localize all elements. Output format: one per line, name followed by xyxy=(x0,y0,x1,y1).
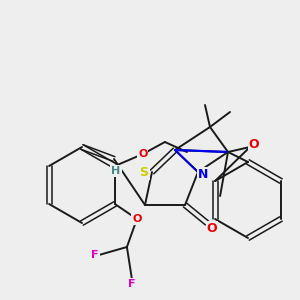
Text: O: O xyxy=(138,149,148,159)
Text: N: N xyxy=(198,167,208,181)
Text: F: F xyxy=(91,250,99,260)
Text: S: S xyxy=(140,166,148,178)
Text: H: H xyxy=(111,166,121,176)
Text: F: F xyxy=(128,279,136,289)
Text: O: O xyxy=(249,139,259,152)
Text: O: O xyxy=(207,221,217,235)
Text: O: O xyxy=(132,214,142,224)
